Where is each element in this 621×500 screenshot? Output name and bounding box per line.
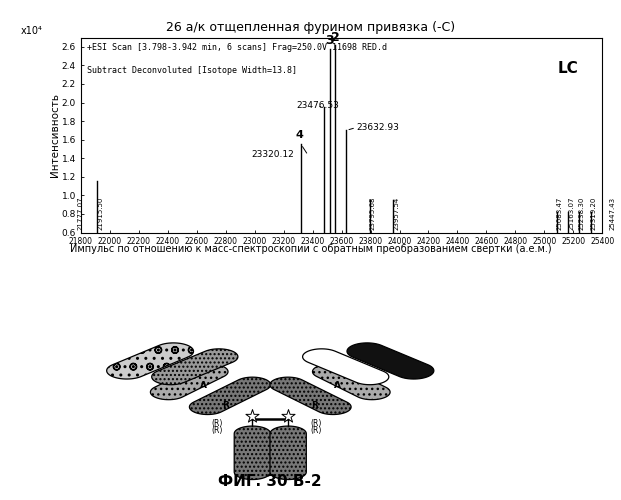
Polygon shape <box>270 377 351 414</box>
Text: 4: 4 <box>296 130 304 140</box>
Text: (R): (R) <box>212 426 223 434</box>
Text: 26 а/к отщепленная фурином привязка (-С): 26 а/к отщепленная фурином привязка (-С) <box>166 21 455 34</box>
Text: 25319.20: 25319.20 <box>591 197 597 230</box>
Text: Subtract Deconvoluted [Isotope Width=13.8]: Subtract Deconvoluted [Isotope Width=13.… <box>87 66 297 75</box>
Text: ФИГ. 30 В-2: ФИГ. 30 В-2 <box>219 474 322 490</box>
Point <box>247 412 257 420</box>
Text: x10⁴: x10⁴ <box>20 26 43 36</box>
Y-axis label: Интенсивность: Интенсивность <box>50 93 60 177</box>
Text: R: R <box>312 400 319 409</box>
Text: 25163.07: 25163.07 <box>568 196 574 230</box>
Text: 21915.50: 21915.50 <box>97 197 104 230</box>
Text: Импульс по отношению к масс-спектроскопии с обратным преобразованием свертки (а.: Импульс по отношению к масс-спектроскопи… <box>70 244 551 254</box>
Text: 23320.12: 23320.12 <box>252 150 294 159</box>
Polygon shape <box>312 364 390 400</box>
Polygon shape <box>107 343 194 379</box>
Polygon shape <box>270 426 306 480</box>
Text: 23632.93: 23632.93 <box>357 123 400 132</box>
Text: A: A <box>334 381 341 390</box>
Polygon shape <box>189 377 271 414</box>
Text: LC: LC <box>558 61 579 76</box>
Text: (R): (R) <box>212 419 223 428</box>
Text: 3: 3 <box>325 34 334 47</box>
Text: A: A <box>200 381 207 390</box>
Polygon shape <box>347 343 434 379</box>
Text: 23957.54: 23957.54 <box>393 197 399 230</box>
Text: 23476.53: 23476.53 <box>297 101 340 110</box>
Text: 25083.47: 25083.47 <box>556 197 563 230</box>
Text: 23795.68: 23795.68 <box>370 196 376 230</box>
Polygon shape <box>152 349 238 384</box>
Text: (R): (R) <box>310 426 322 434</box>
Point <box>283 412 293 420</box>
Text: 2: 2 <box>331 31 340 44</box>
Polygon shape <box>150 364 228 400</box>
Polygon shape <box>234 426 271 480</box>
Text: 25447.43: 25447.43 <box>609 197 615 230</box>
Text: 25238.30: 25238.30 <box>579 197 585 230</box>
Text: R: R <box>222 400 229 409</box>
Text: 21777.07: 21777.07 <box>78 196 83 230</box>
Text: (R): (R) <box>310 419 322 428</box>
Polygon shape <box>302 349 389 384</box>
Text: +ESI Scan [3.798-3.942 min, 6 scans] Frag=250.0V 11698 RED.d: +ESI Scan [3.798-3.942 min, 6 scans] Fra… <box>87 44 387 52</box>
